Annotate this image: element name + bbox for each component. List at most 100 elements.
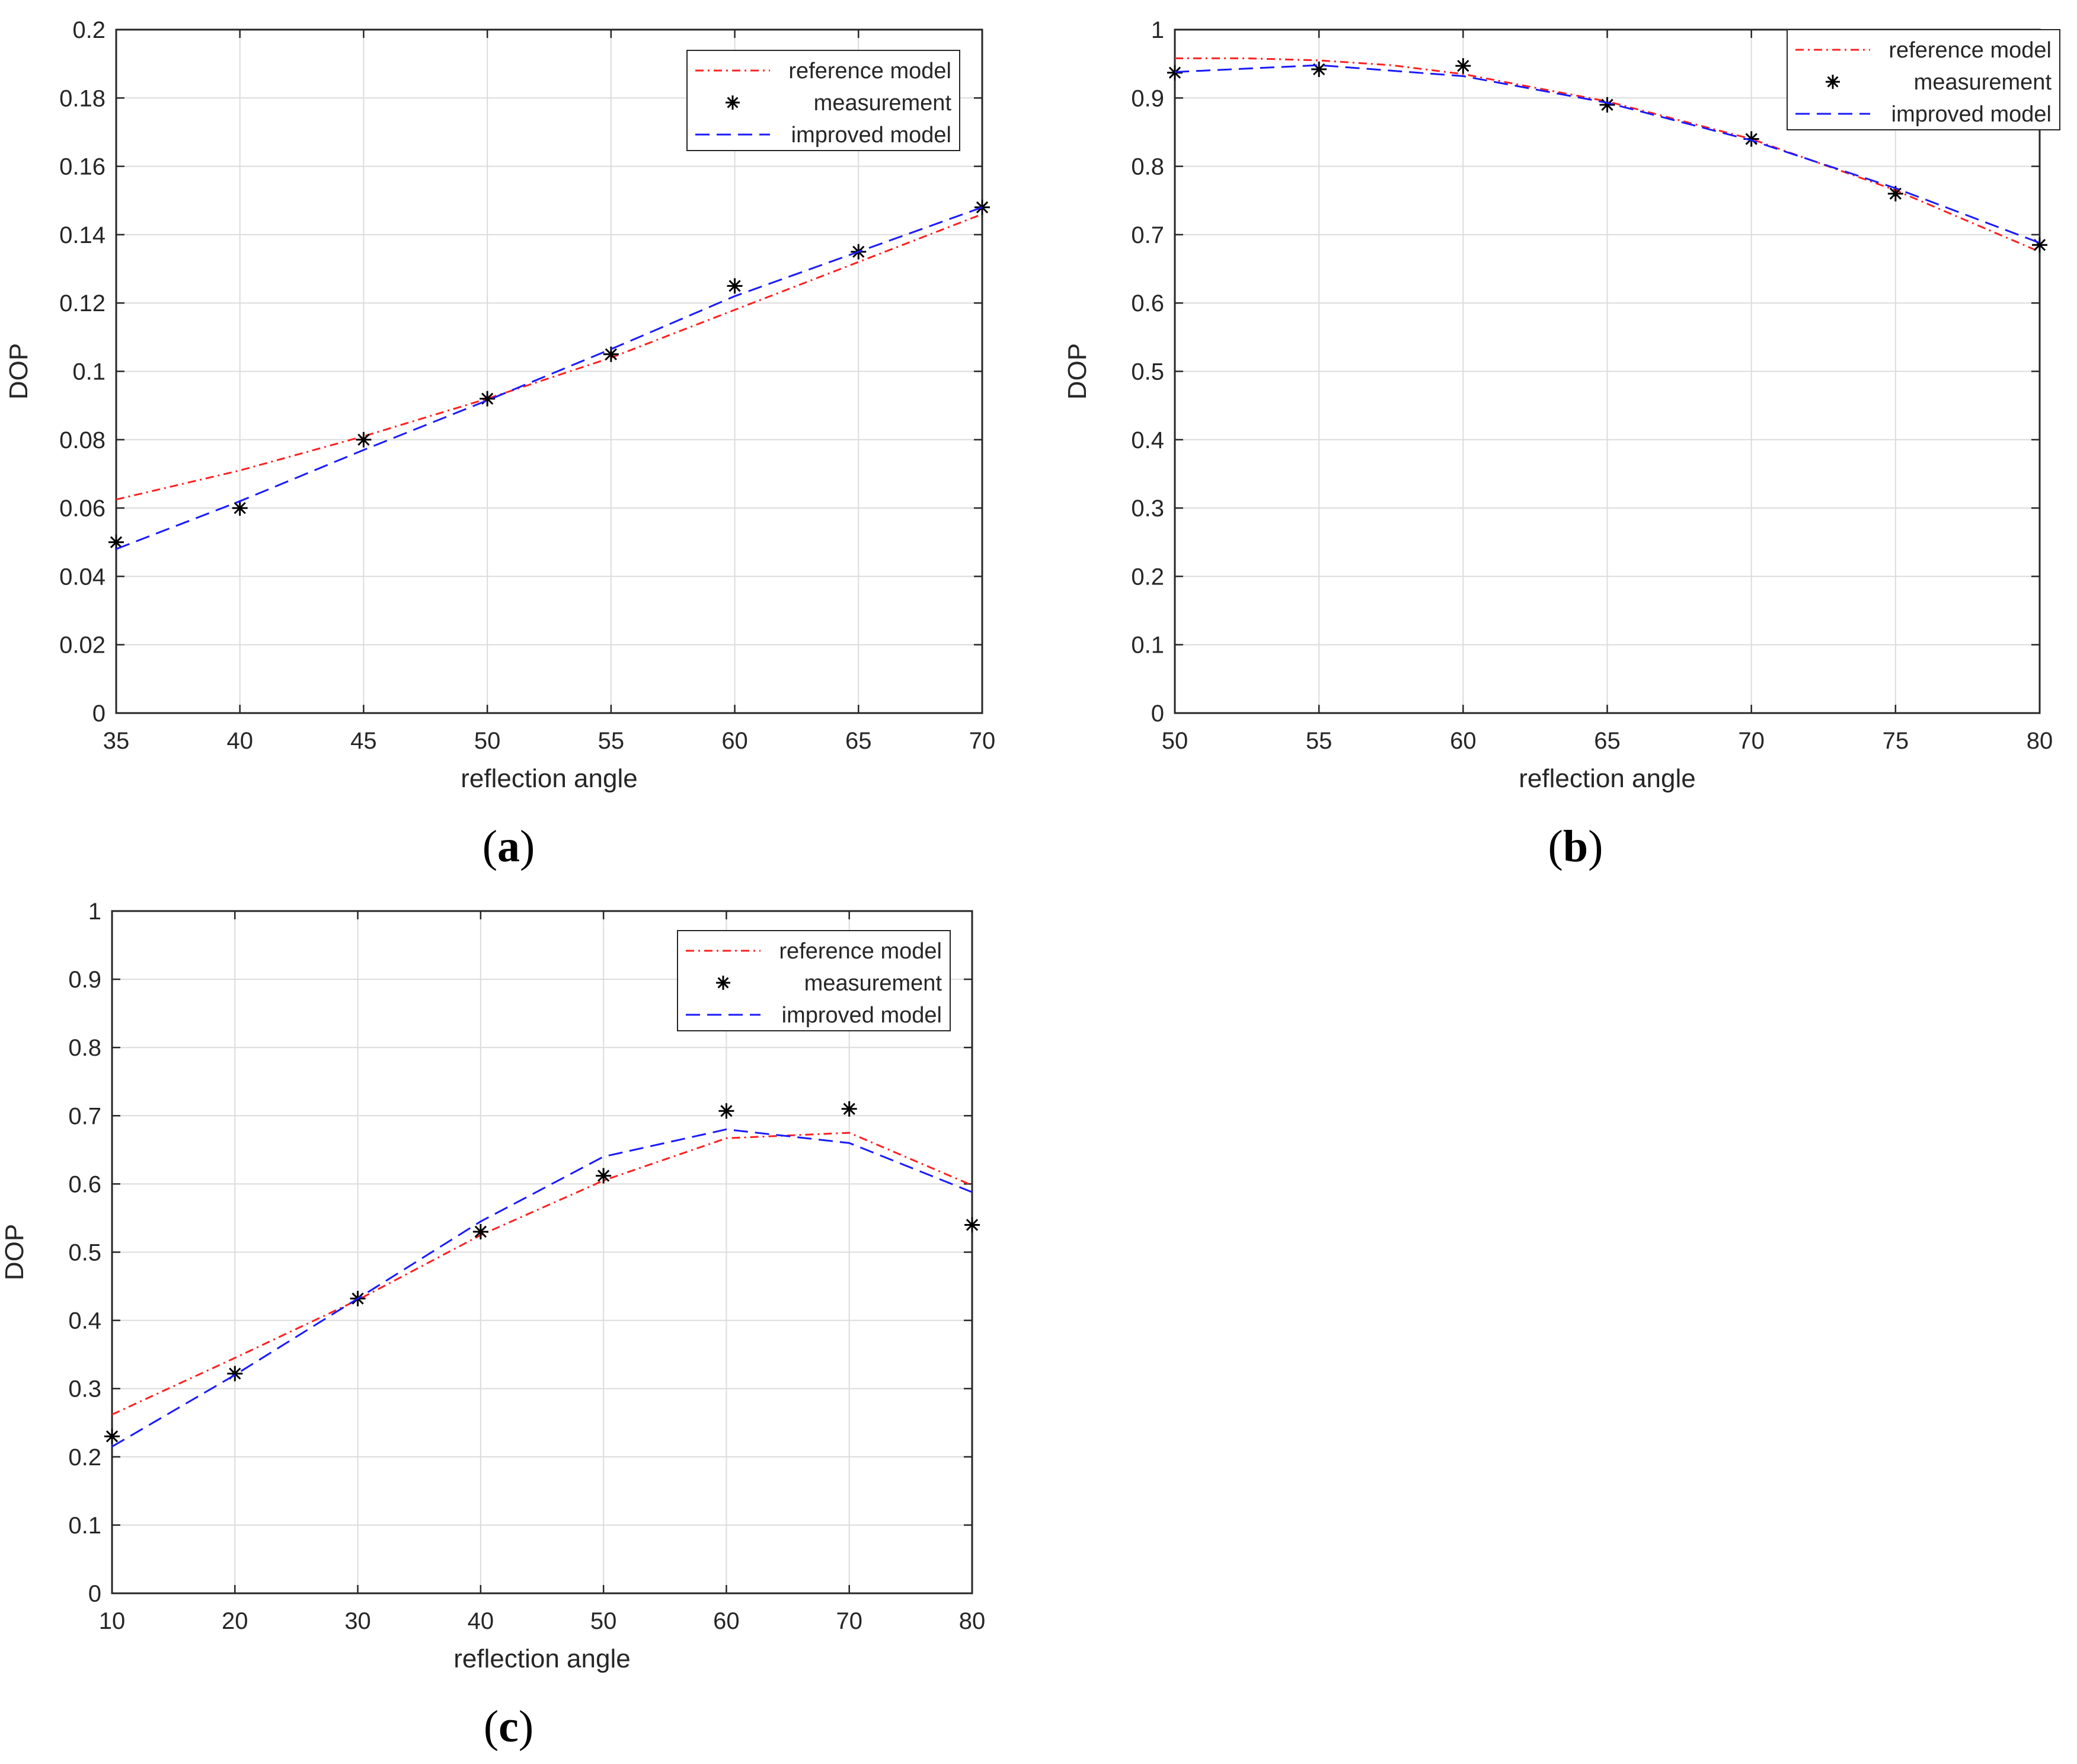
chart-a-xtick-label-1: 40	[226, 728, 253, 754]
chart-b-ytick-label-10: 1	[1151, 17, 1164, 43]
chart-c-measurement-point-7-stroke-3	[966, 1219, 979, 1231]
chart-a-ytick-label-2: 0.04	[59, 564, 106, 590]
chart-a-xtick-label-3: 50	[474, 728, 501, 754]
panel-label-a-letter: a	[497, 822, 520, 871]
chart-b-measurement-point-1-stroke-3	[1313, 63, 1325, 76]
chart-a-legend-label-measurement: measurement	[814, 91, 952, 116]
chart-b-ytick-label-2: 0.2	[1131, 564, 1164, 590]
chart-a-xtick-label-6: 65	[845, 728, 872, 754]
chart-c-legend-label-improved-model: improved model	[782, 1003, 942, 1028]
chart-b-legend: reference model measurement improved model	[1787, 29, 2060, 130]
chart-a-ytick-label-4: 0.08	[59, 427, 106, 453]
chart-a-legend: reference model measurement improved model	[686, 50, 960, 151]
chart-c-measurement-point-3-stroke-3	[474, 1225, 487, 1238]
chart-c-series-improved-model	[111, 1128, 973, 1447]
chart-b-axes-box	[1174, 28, 2041, 714]
chart-c-measurement-point-0	[104, 1429, 120, 1445]
panel-label-a-open: (	[482, 822, 497, 871]
chart-a-xtick-label-2: 45	[350, 728, 377, 754]
chart-c-ytick-label-8: 0.8	[68, 1035, 101, 1061]
panel-label-c-close: )	[518, 1702, 534, 1752]
chart-c-measurement-point-5	[718, 1103, 734, 1119]
chart-a-axes-box	[115, 28, 983, 714]
chart-a-ytick-label-1: 0.02	[59, 632, 106, 659]
chart-b-ytick-label-6: 0.6	[1131, 290, 1164, 317]
chart-a-ylabel: DOP	[4, 343, 33, 400]
chart-c-ytick-label-3: 0.3	[68, 1376, 101, 1402]
chart-b-measurement-point-2	[1455, 58, 1471, 74]
panel-label-a-close: )	[520, 822, 535, 871]
chart-b-legend-swatch-measurement	[1826, 75, 1840, 89]
chart-b-legend-swatch-measurement-stroke-3	[1827, 76, 1839, 88]
panel-label-b-close: )	[1588, 822, 1603, 871]
chart-a-measurement-point-0-stroke-3	[110, 536, 123, 548]
chart-c-ytick-label-5: 0.5	[68, 1240, 101, 1266]
chart-c-ytick-label-2: 0.2	[68, 1445, 101, 1471]
chart-a-ytick-label-6: 0.12	[59, 290, 106, 317]
chart-b-ytick-label-0: 0	[1151, 701, 1164, 727]
chart-c-xtick-label-1: 20	[222, 1608, 248, 1634]
chart-a-xtick-label-0: 35	[103, 728, 130, 754]
chart-b-series-improved-model	[1174, 64, 2040, 244]
chart-c-series-reference-model	[111, 1132, 973, 1415]
chart-a-ytick-label-3: 0.06	[59, 496, 106, 522]
chart-b-xtick-label-4: 70	[1738, 728, 1765, 754]
chart-c-ylabel: DOP	[0, 1224, 29, 1280]
chart-c: 10 20 30 40 50 60 70 80 0 0.1 0.2 0.3 0.4 0.5 0.6 0.7 0.…	[0, 899, 985, 1673]
chart-b-ytick-label-7: 0.7	[1131, 222, 1164, 248]
chart-a-ytick-label-10: 0.2	[72, 17, 106, 43]
chart-c-xtick-label-0: 10	[99, 1608, 126, 1634]
chart-a-measurement-point-5-stroke-3	[728, 280, 741, 292]
chart-c-ytick-label-7: 0.7	[68, 1103, 101, 1129]
chart-c-axes-box	[111, 910, 973, 1594]
chart-b-xtick-label-6: 80	[2027, 728, 2053, 754]
chart-c-legend: reference model measurement improved model	[677, 930, 951, 1031]
chart-b-legend-label-measurement: measurement	[1914, 70, 2052, 95]
chart-a-xlabel: reflection angle	[461, 764, 637, 793]
chart-a-series-reference-model	[116, 213, 983, 501]
chart-c-measurement-point-0-stroke-3	[106, 1430, 119, 1443]
chart-a-series-improved-model	[116, 206, 983, 550]
chart-b-xlabel: reflection angle	[1519, 764, 1695, 793]
chart-a-legend-label-reference-model: reference model	[788, 59, 951, 84]
chart-a-ytick-label-5: 0.1	[72, 359, 106, 385]
chart-c-xtick-label-3: 40	[468, 1608, 494, 1634]
chart-b-measurement-point-3-stroke-3	[1601, 98, 1613, 111]
chart-a-legend-label-improved-model: improved model	[791, 123, 951, 148]
chart-c-ytick-label-1: 0.1	[68, 1513, 101, 1539]
chart-c-measurement-point-4	[596, 1168, 612, 1184]
chart-b-ytick-label-4: 0.4	[1131, 427, 1164, 453]
panel-label-b: (b)	[1487, 821, 1664, 873]
chart-b-ytick-label-5: 0.5	[1131, 359, 1164, 385]
chart-c-legend-swatch-measurement-stroke-3	[717, 977, 729, 989]
chart-b-legend-label-reference-model: reference model	[1889, 38, 2052, 63]
chart-c-measurement-point-5-stroke-3	[720, 1105, 733, 1117]
chart-c-measurement-point-6-stroke-3	[843, 1102, 855, 1115]
chart-b-measurement-point-5	[1887, 186, 1903, 202]
chart-b: 50 55 60 65 70 75 80 0 0.1 0.2 0.3 0.4 0.5 0.6 0.7 0.8 0…	[1063, 17, 2060, 793]
chart-c-xtick-label-6: 70	[836, 1608, 862, 1634]
chart-b-xtick-label-1: 55	[1306, 728, 1333, 754]
chart-a-measurement-point-2-stroke-3	[357, 433, 370, 446]
chart-b-ylabel: DOP	[1063, 343, 1092, 400]
panel-label-b-letter: b	[1562, 822, 1589, 871]
chart-b-xtick-label-5: 75	[1883, 728, 1909, 754]
chart-b-ytick-label-3: 0.3	[1131, 496, 1164, 522]
chart-a-ytick-label-0: 0	[92, 701, 106, 727]
chart-b-measurement-point-0-stroke-3	[1168, 66, 1181, 79]
chart-a-xtick-label-5: 60	[721, 728, 748, 754]
chart-c-measurement-point-3	[472, 1223, 488, 1239]
chart-c-ytick-label-4: 0.4	[68, 1308, 101, 1334]
panel-label-a: (a)	[420, 821, 597, 873]
chart-b-xtick-label-2: 60	[1450, 728, 1477, 754]
chart-c-ytick-label-6: 0.6	[68, 1171, 101, 1197]
panel-label-c-letter: c	[499, 1702, 519, 1752]
chart-b-measurement-point-5-stroke-3	[1889, 187, 1902, 200]
chart-c-measurement-point-4-stroke-3	[597, 1169, 610, 1182]
chart-c-xlabel: reflection angle	[453, 1644, 630, 1673]
chart-a-ytick-label-8: 0.16	[59, 154, 106, 180]
chart-c-measurement-point-7	[964, 1217, 980, 1233]
chart-a-xtick-label-7: 70	[969, 728, 996, 754]
panel-label-b-open: (	[1548, 822, 1563, 871]
